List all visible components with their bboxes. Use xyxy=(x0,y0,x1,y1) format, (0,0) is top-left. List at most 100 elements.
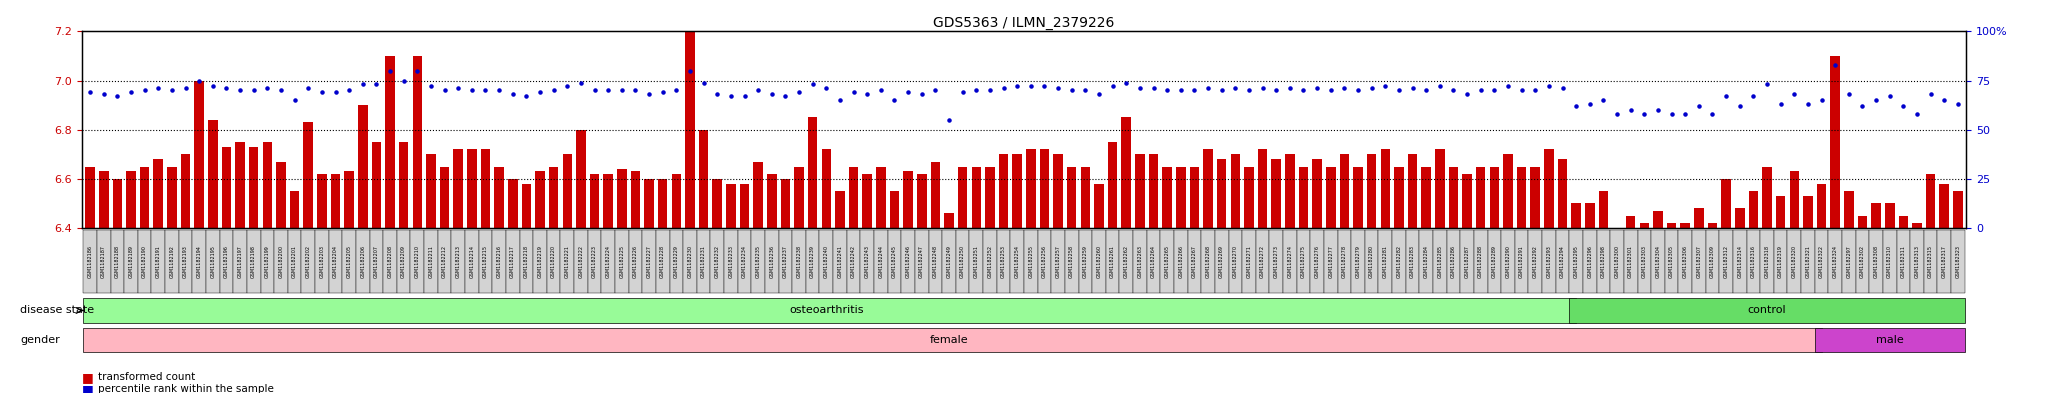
Point xyxy=(156,87,188,94)
Point xyxy=(782,89,815,95)
Text: GSM1182213: GSM1182213 xyxy=(457,245,461,278)
Point xyxy=(565,79,598,86)
Text: GSM1182206: GSM1182206 xyxy=(360,245,365,278)
Bar xyxy=(397,230,410,294)
Text: control: control xyxy=(1747,305,1786,316)
Bar xyxy=(1122,118,1130,228)
Bar xyxy=(1733,230,1747,294)
Bar xyxy=(1653,211,1663,228)
Text: GSM1182210: GSM1182210 xyxy=(416,245,420,278)
Bar xyxy=(1599,191,1608,228)
Bar xyxy=(956,230,969,294)
Point xyxy=(496,91,528,97)
Text: GSM1182272: GSM1182272 xyxy=(1260,245,1266,278)
Bar xyxy=(1255,230,1270,294)
Text: GSM1182308: GSM1182308 xyxy=(1874,245,1878,278)
Bar xyxy=(1229,230,1243,294)
Point xyxy=(1397,85,1430,92)
Bar xyxy=(1638,230,1651,294)
Bar xyxy=(684,230,696,294)
Point xyxy=(1915,91,1948,97)
Point xyxy=(864,87,897,94)
Bar xyxy=(846,230,860,294)
Bar xyxy=(887,230,901,294)
Point xyxy=(455,87,487,94)
Point xyxy=(373,68,406,74)
Point xyxy=(1409,87,1442,94)
Point xyxy=(674,68,707,74)
Bar xyxy=(125,230,137,294)
Bar xyxy=(629,230,643,294)
Bar xyxy=(1706,230,1720,294)
Bar xyxy=(1190,167,1200,228)
Point xyxy=(1602,111,1634,117)
Point xyxy=(1014,83,1047,90)
Point xyxy=(524,89,557,95)
Bar xyxy=(1855,230,1870,294)
Point xyxy=(1737,93,1769,99)
Bar xyxy=(492,230,506,294)
Bar xyxy=(221,147,231,228)
Point xyxy=(578,87,610,94)
Text: GSM1182232: GSM1182232 xyxy=(715,245,719,278)
Text: GSM1182203: GSM1182203 xyxy=(319,245,324,278)
Text: GSM1182275: GSM1182275 xyxy=(1300,245,1307,278)
Point xyxy=(1628,111,1661,117)
Bar xyxy=(438,230,451,294)
Bar xyxy=(1311,230,1323,294)
Bar xyxy=(645,179,653,228)
Bar xyxy=(1911,230,1923,294)
Text: male: male xyxy=(1876,335,1903,345)
Point xyxy=(1886,103,1919,109)
Text: GSM1182189: GSM1182189 xyxy=(129,245,133,278)
Bar xyxy=(86,167,94,228)
Bar xyxy=(1530,167,1540,228)
Bar xyxy=(383,230,397,294)
Bar xyxy=(958,167,967,228)
Text: GSM1182252: GSM1182252 xyxy=(987,245,993,278)
Bar xyxy=(139,167,150,228)
Text: ■: ■ xyxy=(82,371,94,384)
Bar xyxy=(1640,223,1649,228)
Bar xyxy=(711,230,725,294)
Bar xyxy=(889,191,899,228)
Point xyxy=(1165,87,1198,94)
Point xyxy=(1260,87,1292,94)
Point xyxy=(891,89,924,95)
Text: GSM1182219: GSM1182219 xyxy=(537,245,543,278)
Bar xyxy=(451,230,465,294)
Bar xyxy=(657,179,668,228)
Text: GSM1182285: GSM1182285 xyxy=(1438,245,1442,278)
Text: GSM1182288: GSM1182288 xyxy=(1479,245,1483,278)
Bar xyxy=(821,149,831,228)
Bar xyxy=(1665,230,1679,294)
Text: GSM1182205: GSM1182205 xyxy=(346,245,352,278)
Bar xyxy=(154,159,164,228)
Point xyxy=(305,89,338,95)
Text: GSM1182273: GSM1182273 xyxy=(1274,245,1278,278)
Point xyxy=(1642,107,1675,113)
Text: GSM1182244: GSM1182244 xyxy=(879,245,883,278)
Bar xyxy=(303,122,313,228)
Bar xyxy=(467,149,477,228)
Bar xyxy=(1174,230,1188,294)
Bar xyxy=(1489,167,1499,228)
Point xyxy=(100,93,133,99)
Bar xyxy=(563,154,571,228)
Text: GSM1182313: GSM1182313 xyxy=(1915,245,1919,278)
Bar xyxy=(1585,204,1595,228)
Bar xyxy=(616,169,627,228)
Point xyxy=(1587,97,1620,103)
Bar xyxy=(942,230,956,294)
Text: GSM1182212: GSM1182212 xyxy=(442,245,446,278)
Point xyxy=(141,85,174,92)
Text: GSM1182287: GSM1182287 xyxy=(1464,245,1470,278)
Point xyxy=(1327,85,1360,92)
Text: GSM1182270: GSM1182270 xyxy=(1233,245,1237,278)
Bar xyxy=(1094,184,1104,228)
Title: GDS5363 / ILMN_2379226: GDS5363 / ILMN_2379226 xyxy=(934,17,1114,30)
Bar xyxy=(1149,154,1159,228)
Bar xyxy=(1051,230,1065,294)
Bar xyxy=(1870,230,1882,294)
Bar xyxy=(410,230,424,294)
